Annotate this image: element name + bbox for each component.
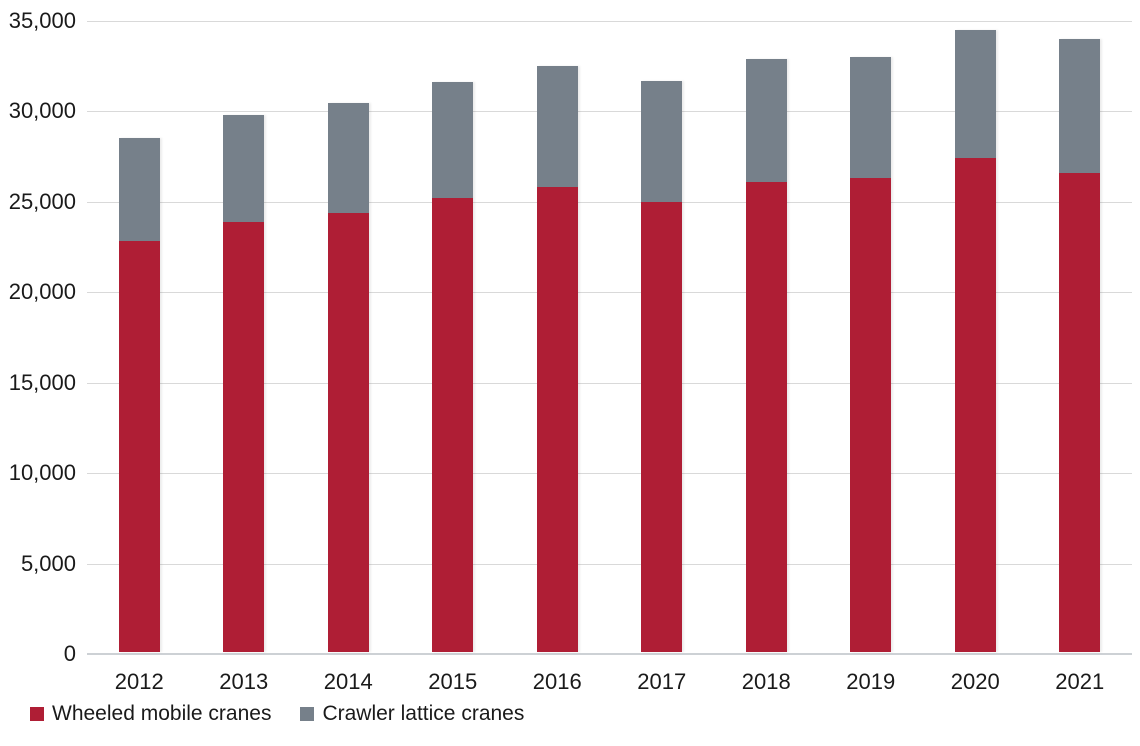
bar-segment-crawler-2018 <box>745 59 787 182</box>
bars-row <box>87 19 1132 652</box>
legend: Wheeled mobile cranes Crawler lattice cra… <box>30 702 524 726</box>
bar-segment-crawler-2021 <box>1059 39 1101 173</box>
bar-slot-2020 <box>923 19 1028 652</box>
x-tick-label-2016: 2016 <box>532 669 582 694</box>
bar-segment-wheeled-2013 <box>223 222 265 652</box>
gridline <box>87 111 1132 112</box>
bar-segment-wheeled-2015 <box>432 198 474 652</box>
bar-segment-crawler-2017 <box>641 81 683 202</box>
bar-segment-wheeled-2017 <box>641 202 683 652</box>
gridline <box>87 473 1132 474</box>
stacked-bar-2019 <box>850 57 892 652</box>
legend-item: Wheeled mobile cranes <box>30 702 271 726</box>
stacked-bar-2021 <box>1059 39 1101 652</box>
bar-slot-2019 <box>819 19 924 652</box>
gridline <box>87 292 1132 293</box>
x-tick-label-2021: 2021 <box>1055 669 1105 694</box>
y-axis-tick-labels: 35,000 30,000 25,000 20,000 15,000 10,000 5,00… <box>0 8 76 666</box>
x-axis-baseline <box>87 653 1132 655</box>
stacked-bar-2013 <box>223 115 265 652</box>
x-tick-label-2012: 2012 <box>114 669 164 694</box>
stacked-bar-2015 <box>432 82 474 652</box>
bar-segment-crawler-2019 <box>850 57 892 178</box>
gridline <box>87 202 1132 203</box>
x-tick-label-2017: 2017 <box>637 669 687 694</box>
bar-segment-crawler-2013 <box>223 115 265 222</box>
y-tick-label: 0 <box>63 641 76 666</box>
x-tick-label-2015: 2015 <box>428 669 478 694</box>
legend-swatch-icon <box>30 707 44 721</box>
x-tick-label-2020: 2020 <box>950 669 1000 694</box>
bar-slot-2015 <box>401 19 506 652</box>
stacked-bar-2014 <box>327 103 369 652</box>
bar-slot-2018 <box>714 19 819 652</box>
y-tick-label: 15,000 <box>8 370 76 395</box>
stacked-bar-2018 <box>745 59 787 652</box>
legend-item: Crawler lattice cranes <box>300 702 524 726</box>
y-tick-label: 25,000 <box>8 189 76 214</box>
bar-slot-2012 <box>87 19 192 652</box>
bar-segment-wheeled-2012 <box>118 241 160 652</box>
legend-label: Crawler lattice cranes <box>322 702 525 725</box>
bar-segment-wheeled-2014 <box>327 213 369 652</box>
x-tick-label-2014: 2014 <box>323 669 373 694</box>
stacked-bar-2020 <box>954 30 996 652</box>
bar-slot-2013 <box>192 19 297 652</box>
legend-swatch-icon <box>300 707 315 721</box>
bar-segment-wheeled-2021 <box>1059 173 1101 652</box>
bar-segment-wheeled-2018 <box>745 182 787 652</box>
bar-segment-crawler-2015 <box>432 82 474 198</box>
stacked-bar-2016 <box>536 66 578 652</box>
bar-segment-crawler-2016 <box>536 66 578 187</box>
bar-segment-wheeled-2019 <box>850 178 892 652</box>
bar-segment-wheeled-2016 <box>536 187 578 652</box>
gridline <box>87 21 1132 22</box>
gridline <box>87 383 1132 384</box>
y-tick-label: 10,000 <box>8 460 76 485</box>
bar-segment-crawler-2012 <box>118 138 160 241</box>
legend-label: Wheeled mobile cranes <box>52 702 272 725</box>
y-tick-label: 20,000 <box>8 279 76 304</box>
y-tick-label: 30,000 <box>8 98 76 123</box>
gridline <box>87 564 1132 565</box>
y-tick-label: 35,000 <box>8 8 76 33</box>
x-tick-label-2019: 2019 <box>846 669 896 694</box>
plot-area <box>87 19 1132 655</box>
bar-slot-2014 <box>296 19 401 652</box>
stacked-bar-2012 <box>118 138 160 652</box>
x-tick-label-2018: 2018 <box>741 669 791 694</box>
bar-segment-wheeled-2020 <box>954 158 996 652</box>
stacked-bar-2017 <box>641 81 683 652</box>
bar-slot-2016 <box>505 19 610 652</box>
bar-slot-2021 <box>1028 19 1133 652</box>
x-axis-tick-labels: 2012 2013 2014 2015 2016 2017 2018 2019 2020 2021 <box>87 668 1132 695</box>
x-tick-label-2013: 2013 <box>219 669 269 694</box>
y-tick-label: 5,000 <box>20 551 76 576</box>
bar-segment-crawler-2020 <box>954 30 996 158</box>
bar-segment-crawler-2014 <box>327 103 369 213</box>
bar-slot-2017 <box>610 19 715 652</box>
